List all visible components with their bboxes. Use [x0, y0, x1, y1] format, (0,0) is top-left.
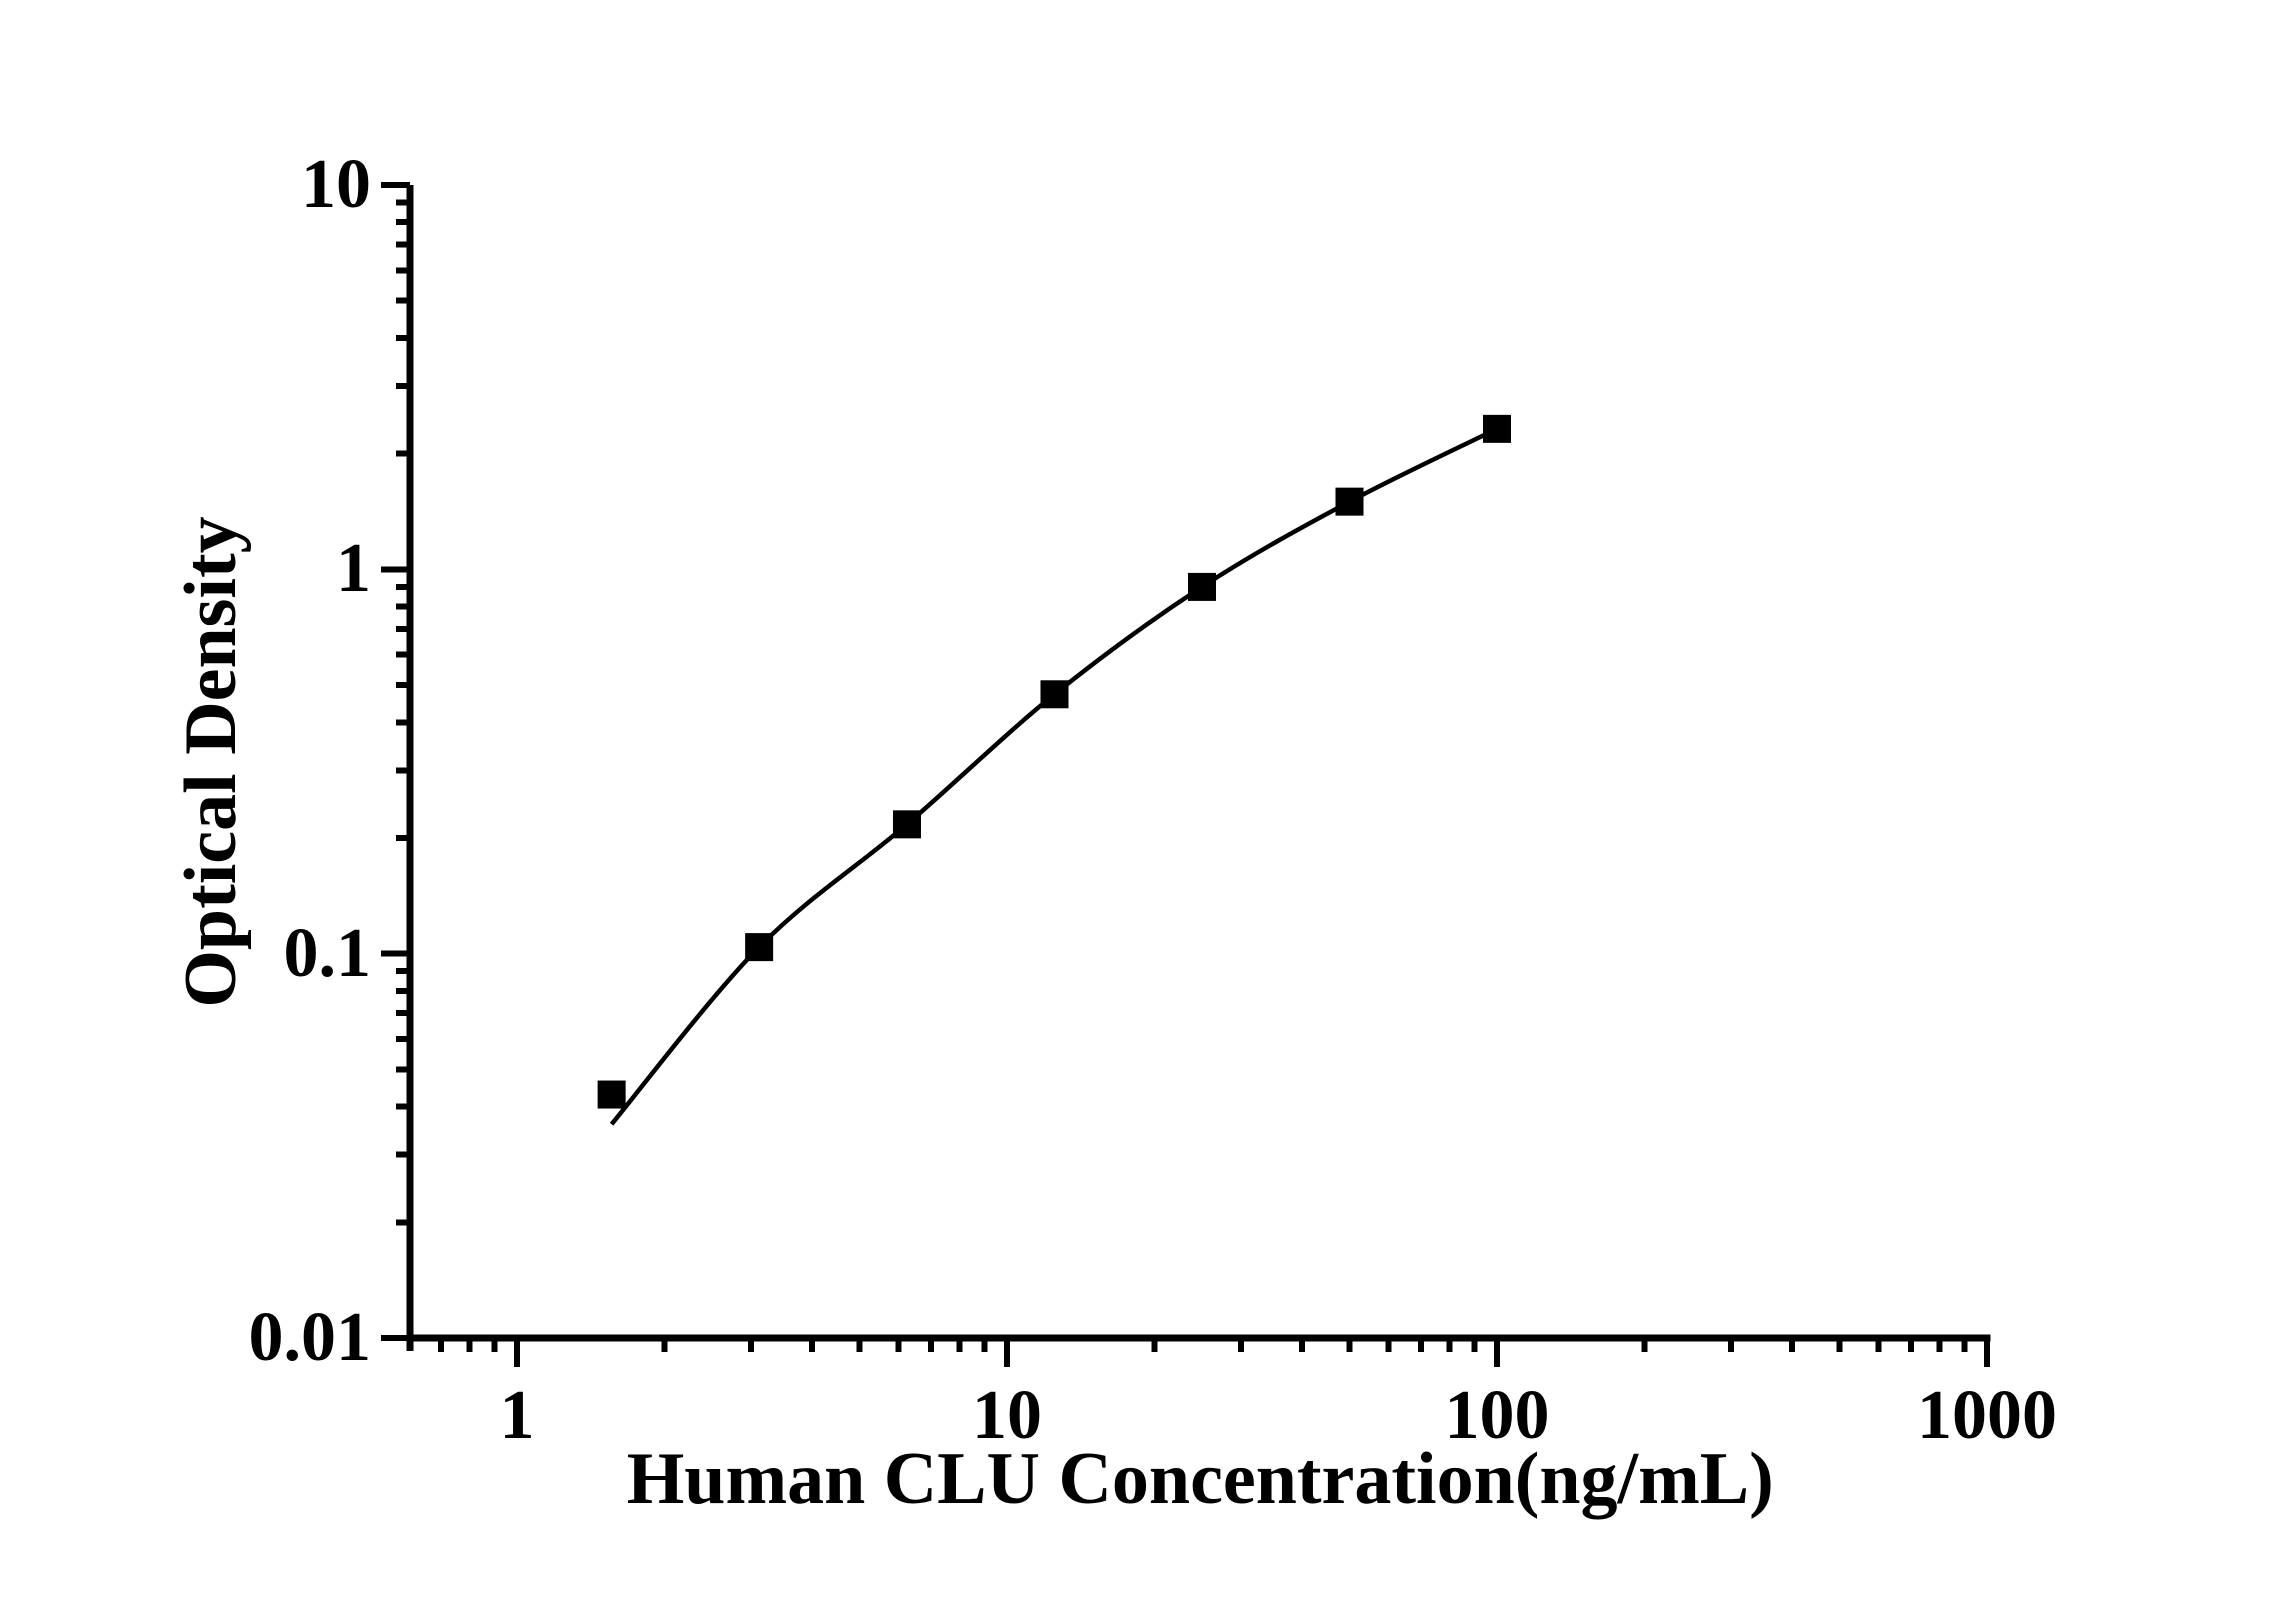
- x-tick-label: 10: [972, 1377, 1042, 1454]
- x-tick-label: 1: [499, 1377, 535, 1454]
- data-point-marker: [1483, 414, 1511, 443]
- data-point-marker: [1335, 487, 1364, 516]
- x-axis-title: Human CLU Concentration(ng/mL): [626, 1438, 1774, 1520]
- y-tick-label: 0.01: [248, 1298, 372, 1376]
- data-point-marker: [1187, 572, 1216, 601]
- y-tick-label: 0.1: [283, 914, 372, 992]
- fit-curve: [609, 426, 1498, 1126]
- data-point-marker: [1040, 680, 1069, 709]
- data-point-marker: [597, 1080, 626, 1109]
- data-point-marker: [745, 933, 774, 962]
- x-tick-label: 100: [1444, 1377, 1550, 1454]
- y-tick-label: 1: [336, 530, 371, 608]
- data-point-marker: [892, 810, 921, 839]
- y-tick-label: 10: [301, 146, 371, 223]
- x-tick-label: 1000: [1917, 1377, 2057, 1454]
